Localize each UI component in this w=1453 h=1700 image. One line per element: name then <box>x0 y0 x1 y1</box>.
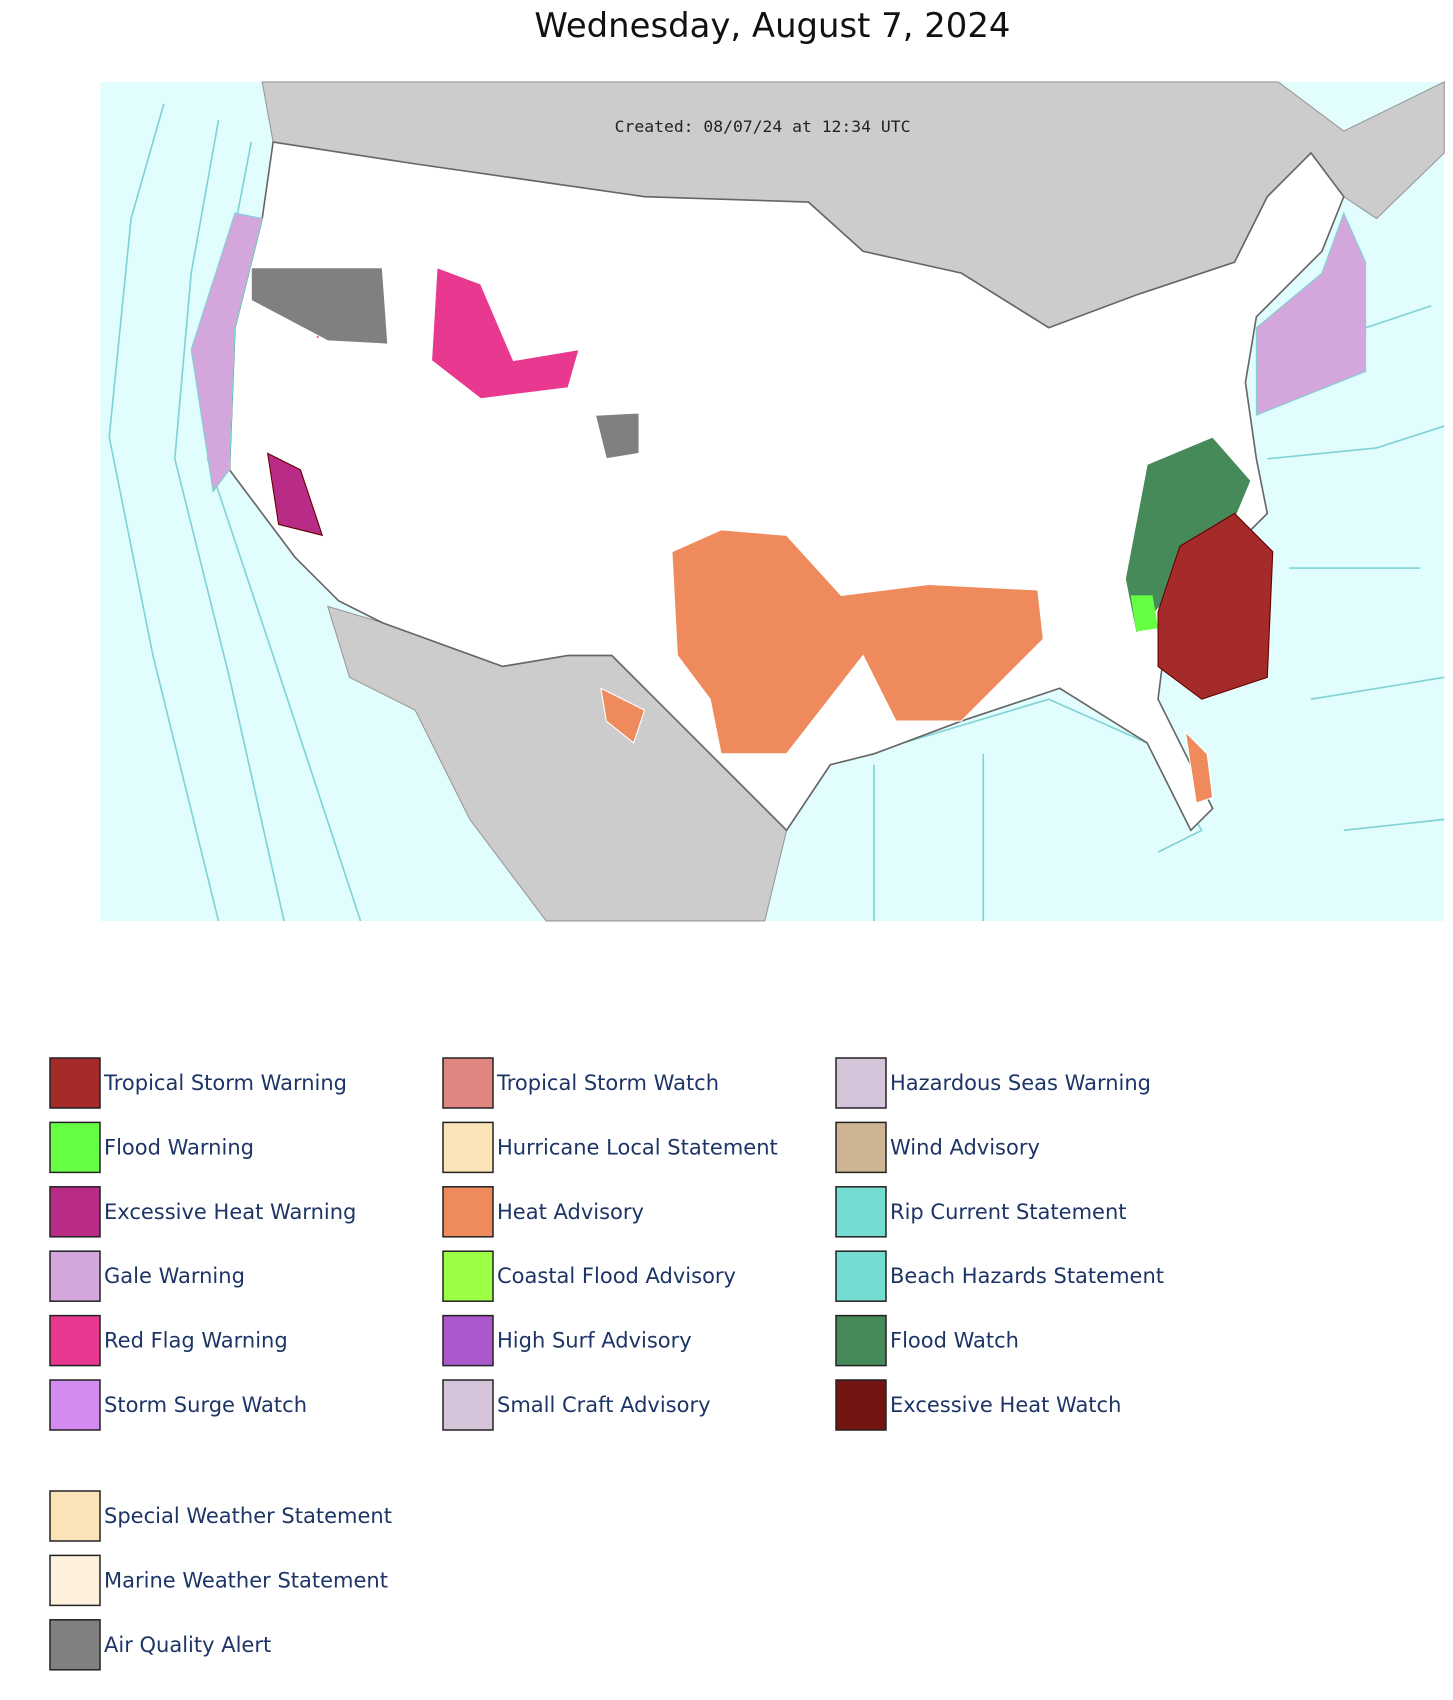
legend-label: Hazardous Seas Warning <box>890 1071 1151 1095</box>
legend-swatch <box>442 1121 494 1174</box>
excessive-heat-area <box>266 452 324 537</box>
legend-swatch <box>835 1057 887 1109</box>
legend-label: Heat Advisory <box>497 1200 644 1224</box>
legend-swatch <box>49 1121 101 1174</box>
legend-swatch <box>835 1186 887 1238</box>
legend-swatch <box>442 1057 494 1109</box>
legend-swatch <box>49 1314 101 1367</box>
legend-swatch <box>442 1314 494 1367</box>
legend-swatch <box>49 1057 101 1109</box>
legend-label: High Surf Advisory <box>497 1329 692 1353</box>
heat-advisory-area <box>600 687 646 744</box>
legend-label: Rip Current Statement <box>890 1200 1127 1224</box>
tropical-storm-warning-area <box>1157 512 1274 700</box>
legend-label: Hurricane Local Statement <box>497 1135 778 1159</box>
legend-swatch <box>442 1186 494 1238</box>
united-states <box>228 141 1345 832</box>
legend-swatch <box>49 1554 101 1607</box>
legend-label: Tropical Storm Watch <box>496 1071 719 1095</box>
map: Created: 08/07/24 at 12:34 UTC <box>100 81 1445 922</box>
legend-swatch <box>835 1250 887 1302</box>
legend-label: Beach Hazards Statement <box>890 1264 1164 1288</box>
gale-warning-area <box>1255 211 1367 416</box>
legend-swatch <box>49 1250 101 1302</box>
legend-label: Excessive Heat Watch <box>890 1393 1121 1417</box>
legend-label: Flood Watch <box>890 1329 1019 1353</box>
legend-label: Storm Surge Watch <box>104 1393 307 1417</box>
created-timestamp: Created: 08/07/24 at 12:34 UTC <box>615 117 911 136</box>
legend-swatch <box>442 1250 494 1302</box>
legend-swatch <box>442 1379 494 1431</box>
air-quality-area <box>594 412 640 460</box>
legend-swatch <box>49 1186 101 1238</box>
air-quality-area <box>250 267 389 345</box>
legend-label: Coastal Flood Advisory <box>497 1264 736 1288</box>
legend-label: Excessive Heat Warning <box>104 1200 356 1224</box>
legend-label: Red Flag Warning <box>104 1329 288 1353</box>
legend-label: Gale Warning <box>104 1264 245 1288</box>
gale-warning-area <box>190 212 263 493</box>
legend-swatch <box>49 1490 101 1542</box>
legend-swatch <box>835 1121 887 1174</box>
red-flag-area <box>430 266 580 400</box>
legend-label: Small Craft Advisory <box>497 1393 711 1417</box>
legend-label: Flood Warning <box>104 1135 254 1159</box>
legend-label: Marine Weather Statement <box>104 1568 388 1592</box>
scaled-layer: Wednesday, August 7, 2024 Cr <box>100 6 1445 922</box>
legend-swatch <box>49 1379 101 1431</box>
legend: Tropical Storm Warning Flood Warning Exces… <box>49 1057 1164 1671</box>
legend-swatch <box>835 1314 887 1367</box>
flood-warning-area <box>1130 595 1159 632</box>
legend-label: Tropical Storm Warning <box>103 1071 347 1095</box>
legend-swatch <box>49 1619 101 1671</box>
legend-label: Wind Advisory <box>890 1135 1040 1159</box>
heat-advisory-area <box>671 529 1044 755</box>
legend-swatch <box>835 1379 887 1431</box>
heat-advisory-area <box>1184 730 1214 804</box>
legend-label: Air Quality Alert <box>104 1633 271 1657</box>
page-title: Wednesday, August 7, 2024 <box>534 6 1010 45</box>
legend-label: Special Weather Statement <box>104 1504 392 1528</box>
